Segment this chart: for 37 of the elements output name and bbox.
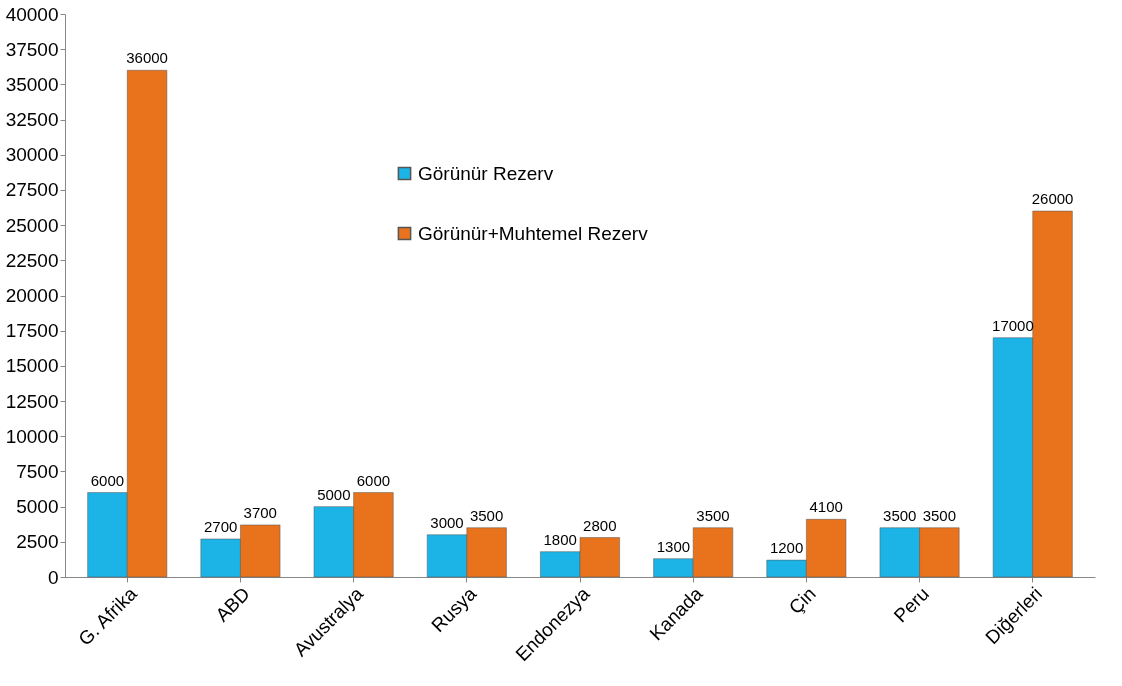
- y-tick-label: 30000: [5, 144, 59, 166]
- y-tick-label: 22500: [5, 249, 59, 271]
- y-tick-label: 12500: [5, 390, 59, 412]
- data-label: 6000: [90, 471, 125, 489]
- y-tick-label: 35000: [5, 73, 59, 95]
- data-label: 2800: [583, 516, 617, 534]
- data-label: 36000: [126, 49, 168, 67]
- data-label: 1300: [656, 537, 691, 555]
- data-label: 2700: [203, 518, 238, 535]
- data-label: 26000: [1031, 190, 1074, 208]
- data-label: 3500: [883, 506, 917, 524]
- y-tick-label: 37500: [5, 38, 59, 60]
- data-label: 4100: [809, 498, 843, 516]
- data-label: 1800: [543, 530, 577, 548]
- data-label: 3500: [469, 506, 504, 524]
- data-label: 3700: [243, 503, 277, 521]
- x-tick-label: Çin: [784, 583, 820, 619]
- y-tick-label: 10000: [5, 425, 59, 447]
- legend-label: Görünür+Muhtemel Rezerv: [418, 222, 649, 244]
- data-label: 6000: [356, 471, 391, 489]
- data-label: 3000: [430, 513, 464, 531]
- y-tick-label: 25000: [5, 214, 59, 236]
- data-label: 3500: [922, 506, 957, 524]
- y-tick-label: 27500: [5, 179, 59, 201]
- y-tick-label: 0: [47, 566, 59, 588]
- y-tick-label: 17500: [5, 320, 59, 342]
- y-tick-label: 32500: [5, 109, 59, 131]
- y-tick-label: 20000: [5, 285, 59, 306]
- y-tick-label: 7500: [16, 460, 59, 482]
- data-label: 3500: [696, 506, 730, 524]
- data-label: 1200: [769, 539, 804, 557]
- y-tick-label: 2500: [16, 531, 59, 553]
- y-tick-label: 40000: [5, 3, 59, 25]
- legend-label: Görünür Rezerv: [418, 162, 554, 184]
- y-tick-label: 15000: [5, 355, 59, 377]
- data-label: 5000: [317, 485, 351, 503]
- y-tick-label: 5000: [16, 496, 59, 518]
